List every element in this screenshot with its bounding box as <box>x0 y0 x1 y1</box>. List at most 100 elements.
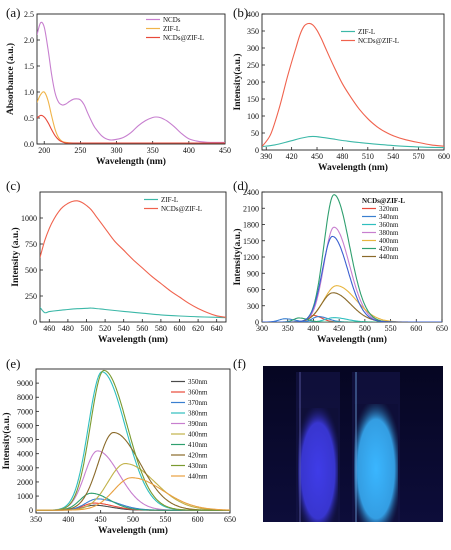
y-axis-label: Intensity(a.u.) <box>1 412 12 469</box>
series-line-2 <box>262 317 442 322</box>
y-tick-label: 50 <box>251 129 259 138</box>
x-tick-label: 450 <box>311 152 323 161</box>
series-line-1 <box>262 22 444 147</box>
legend-entry-7: 420nm <box>188 452 208 460</box>
legend-entry-2: 370nm <box>188 399 208 407</box>
legend-entry-8: 430nm <box>188 462 208 470</box>
x-tick-label: 300 <box>256 324 268 333</box>
x-tick-label: 450 <box>95 515 107 524</box>
y-tick-label: 0.5 <box>24 114 34 123</box>
legend-entry-5: 420nm <box>379 245 399 253</box>
y-tick-label: 2.0 <box>24 36 34 45</box>
y-axis-label: Absorbance (a.u.) <box>5 43 16 115</box>
legend-entry-0: ZIF-L <box>358 28 375 36</box>
x-tick-label: 500 <box>127 515 139 524</box>
series-line-8 <box>36 369 230 511</box>
x-tick-label: 640 <box>211 324 223 333</box>
x-tick-label: 450 <box>333 324 345 333</box>
photo-vials <box>263 366 443 522</box>
y-tick-label: 2000 <box>17 478 33 487</box>
legend-entry-2: 360nm <box>379 221 399 229</box>
y-tick-label: 0 <box>33 318 37 327</box>
chart-absorbance: 200 250 300 350 400 450 0.0 0.5 1.0 1.5 2.0 2.5 Wave… <box>5 10 231 167</box>
legend-entry-0: ZIF-L <box>161 196 178 204</box>
x-tick-label: 600 <box>410 324 422 333</box>
y-tick-label: 300 <box>247 44 259 53</box>
x-tick-label: 300 <box>111 146 123 155</box>
y-tick-label: 7000 <box>17 407 33 416</box>
vial-right-ncds-zifl <box>354 404 398 522</box>
legend-entry-5: 400nm <box>188 431 208 439</box>
x-tick-label: 500 <box>359 324 371 333</box>
y-axis-label: Intensity (a.u.) <box>10 227 21 286</box>
y-tick-label: 350 <box>247 27 259 36</box>
x-tick-label: 420 <box>286 152 298 161</box>
panel-label-e: (e) <box>6 356 20 371</box>
x-tick-label: 580 <box>155 324 167 333</box>
y-axis-label: Intensity(a.u.) <box>232 53 243 110</box>
chart-pl-c: 460 480 500 520 540 560 580 600 620 640 0 250 500 750… <box>10 191 227 345</box>
series-line-5 <box>262 194 442 322</box>
legend-entry-1: ZIF-L <box>163 25 180 33</box>
series-group <box>36 369 230 511</box>
x-tick-label: 350 <box>282 324 294 333</box>
y-tick-label: 8000 <box>17 393 33 402</box>
legend-entry-0: 350nm <box>188 378 208 386</box>
y-tick-label: 2.5 <box>24 10 34 19</box>
x-tick-label: 650 <box>436 324 448 333</box>
y-tick-label: 1200 <box>243 253 259 262</box>
y-tick-label: 2400 <box>243 188 259 197</box>
x-tick-label: 400 <box>62 515 74 524</box>
series-group <box>262 194 442 322</box>
x-tick-label: 200 <box>38 146 50 155</box>
x-tick-label: 600 <box>192 515 204 524</box>
x-tick-label: 600 <box>438 152 450 161</box>
x-axis-label: Wavelength (nm) <box>317 334 387 345</box>
panel-label-d: (d) <box>233 178 248 193</box>
series-line-8 <box>262 317 442 322</box>
y-tick-label: 0.0 <box>24 140 34 149</box>
x-tick-label: 390 <box>260 152 272 161</box>
y-tick-label: 200 <box>247 78 259 87</box>
series-group <box>40 200 226 319</box>
legend-entry-0: 320nm <box>379 205 399 213</box>
series-line-1 <box>40 200 226 318</box>
y-tick-label: 6000 <box>17 421 33 430</box>
panel-label-a: (a) <box>6 5 20 20</box>
legend-entry-4: 400nm <box>379 237 399 245</box>
x-tick-label: 600 <box>174 324 186 333</box>
x-axis-label: Wavelength (nm) <box>98 334 168 345</box>
y-tick-label: 500 <box>25 266 37 275</box>
panel-label-b: (b) <box>233 5 248 20</box>
plot-frame <box>36 13 226 145</box>
y-tick-label: 1000 <box>17 492 33 501</box>
x-tick-label: 540 <box>387 152 399 161</box>
legend-entry-2: NCDs@ZIF-L <box>163 34 204 42</box>
x-tick-label: 520 <box>99 324 111 333</box>
y-tick-label: 1500 <box>243 237 259 246</box>
legend-entry-9: 440nm <box>188 473 208 481</box>
x-tick-label: 400 <box>183 146 195 155</box>
series-line-7 <box>262 318 442 322</box>
series-line-5 <box>36 463 230 511</box>
series-group <box>37 21 225 144</box>
y-tick-label: 2100 <box>243 204 259 213</box>
x-tick-label: 550 <box>159 515 171 524</box>
panel-label-f: (f) <box>233 356 246 371</box>
y-tick-label: 150 <box>247 95 259 104</box>
legend-title: NCDs@ZIF-L <box>362 197 405 205</box>
series-line-3 <box>262 226 442 322</box>
chart-pl-b: 390 420 450 480 510 540 570 600 0 50 100 150 200 250 3… <box>232 10 450 173</box>
y-tick-label: 0 <box>255 318 259 327</box>
y-tick-label: 1.0 <box>24 88 34 97</box>
legend-entry-3: 380nm <box>188 410 208 418</box>
series-line-9 <box>262 235 442 322</box>
x-tick-label: 350 <box>30 515 42 524</box>
y-tick-label: 1000 <box>21 214 37 223</box>
x-tick-label: 480 <box>62 324 74 333</box>
legend-entry-6: 410nm <box>188 441 208 449</box>
legend-entry-1: NCDs@ZIF-L <box>161 205 202 213</box>
x-tick-label: 540 <box>118 324 130 333</box>
y-tick-label: 600 <box>247 286 259 295</box>
